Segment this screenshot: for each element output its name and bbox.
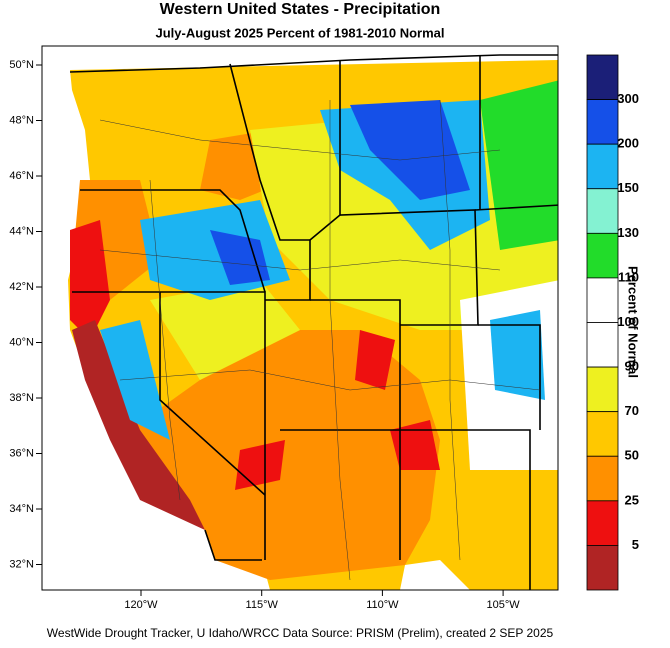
lat-label: 42°N: [9, 281, 34, 293]
lon-label: 115°W: [246, 599, 279, 611]
lat-label: 50°N: [9, 59, 34, 71]
colorbar-swatch: [586, 411, 619, 457]
lon-label: 110°W: [366, 599, 399, 611]
title: Western United States - Precipitation: [160, 1, 441, 18]
colorbar-label: 90: [625, 359, 639, 374]
colorbar-swatch: [586, 188, 619, 234]
lat-label: 46°N: [9, 170, 34, 182]
colorbar-label: 5: [632, 537, 639, 552]
lat-label: 48°N: [9, 114, 34, 126]
lat-label: 40°N: [9, 336, 34, 348]
lat-label: 32°N: [9, 558, 34, 570]
colorbar-label: 70: [625, 403, 639, 418]
colorbar-title: Percent of Normal: [626, 266, 641, 378]
colorbar-label: 25: [625, 492, 639, 507]
map: [41, 45, 559, 591]
colorbar-swatch: [586, 545, 619, 591]
colorbar-label: 150: [617, 180, 639, 195]
colorbar-label: 100: [617, 314, 639, 329]
lat-label: 38°N: [9, 392, 34, 404]
subtitle: July-August 2025 Percent of 1981-2010 No…: [155, 25, 444, 40]
lat-label: 44°N: [9, 225, 34, 237]
colorbar-label: 300: [617, 91, 639, 106]
lon-label: 105°W: [487, 599, 521, 611]
lat-label: 34°N: [9, 503, 34, 515]
colorbar-swatch: [586, 277, 619, 323]
colorbar-label: 50: [625, 448, 639, 463]
colorbar-swatch: [586, 455, 619, 502]
colorbar-label: 130: [617, 225, 639, 240]
colorbar-swatch: [586, 366, 619, 413]
colorbar-label: 200: [617, 136, 639, 151]
lat-label: 36°N: [9, 447, 34, 459]
colorbar-swatch: [586, 143, 619, 190]
footer: WestWide Drought Tracker, U Idaho/WRCC D…: [47, 626, 554, 640]
colorbar-label: 110: [618, 269, 639, 284]
colorbar-swatch: [586, 54, 619, 100]
colorbar-swatch: [586, 500, 619, 546]
colorbar-swatch: [586, 322, 619, 368]
lon-label: 120°W: [124, 599, 158, 611]
colorbar-swatch: [586, 99, 619, 145]
colorbar-swatch: [586, 232, 619, 279]
